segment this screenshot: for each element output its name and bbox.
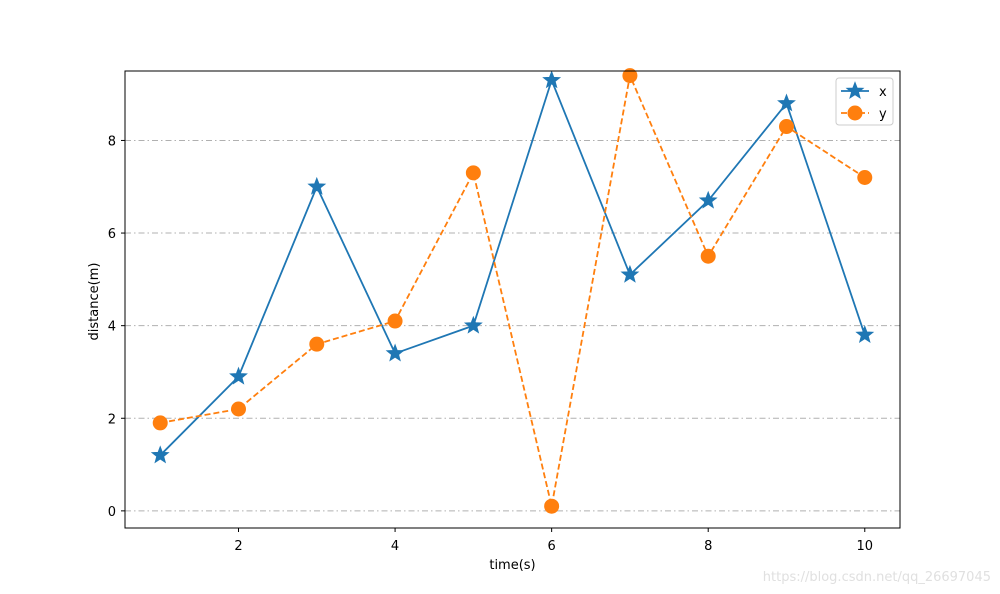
x-tick-label: 10: [856, 539, 873, 554]
data-point-y: [387, 313, 403, 329]
data-point-x: [463, 315, 483, 334]
data-point-y: [700, 248, 716, 264]
x-tick-label: 8: [704, 539, 712, 554]
series-line-y: [160, 72, 866, 507]
legend-entry-x: x: [841, 81, 887, 100]
x-tick-label: 6: [548, 539, 556, 554]
y-tick-label: 2: [108, 412, 116, 427]
data-point-y: [152, 415, 168, 431]
watermark-text: https://blog.csdn.net/qq_26697045: [763, 570, 991, 585]
data-point-x: [307, 176, 327, 195]
legend: xy: [835, 77, 894, 126]
y-tick-label: 8: [108, 134, 116, 149]
y-tick-label: 6: [108, 227, 116, 242]
series-line-x: [159, 77, 866, 456]
data-point-x: [542, 70, 562, 89]
data-point-x: [385, 343, 405, 362]
plot-series: [150, 68, 875, 514]
data-point-y: [544, 498, 560, 514]
y-tick-label: 4: [108, 320, 116, 335]
data-point-y: [857, 169, 873, 185]
legend-label: y: [879, 107, 887, 122]
data-point-y: [231, 401, 247, 417]
plot-area-frame: [124, 70, 901, 529]
y-axis-label: distance(m): [87, 263, 102, 341]
data-point-x: [229, 366, 248, 385]
legend-marker: [847, 105, 863, 121]
data-point-x: [855, 325, 875, 343]
data-point-y: [778, 119, 794, 135]
series-y: [152, 68, 873, 514]
data-point-y: [465, 165, 481, 181]
x-axis-label: time(s): [489, 558, 535, 573]
axis-ticks: 2 4 6 8 10 0 2 4 6 8: [108, 134, 873, 554]
x-tick-label: 4: [391, 539, 399, 554]
gridlines: [125, 139, 900, 512]
data-point-x: [698, 190, 718, 209]
series-x: [150, 70, 875, 464]
legend-marker: [845, 81, 865, 100]
data-point-y: [309, 336, 325, 352]
x-tick-label: 2: [234, 539, 242, 554]
legend-entry-y: y: [841, 105, 887, 122]
data-point-x: [150, 445, 170, 464]
legend-label: x: [879, 85, 887, 100]
data-point-x: [620, 264, 640, 283]
data-point-y: [622, 68, 638, 84]
data-point-x: [777, 93, 796, 112]
y-tick-label: 0: [108, 505, 116, 520]
